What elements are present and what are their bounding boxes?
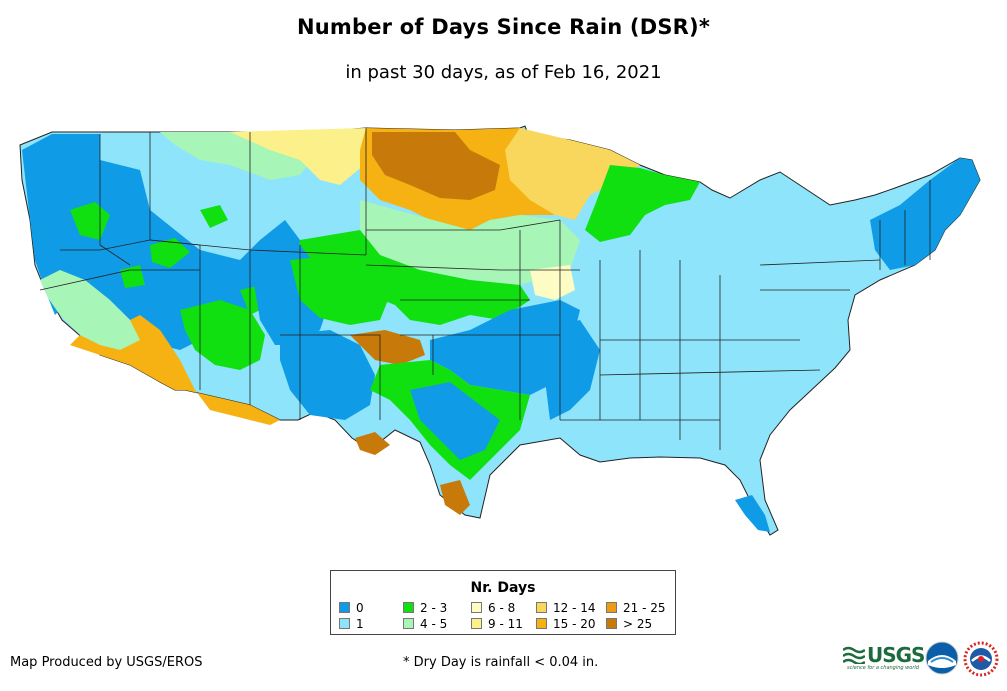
legend-swatch (471, 618, 482, 629)
legend-item: 0 (339, 602, 364, 614)
legend-item: 9 - 11 (471, 618, 523, 630)
region-greatlakes-green (585, 165, 700, 242)
region-northeast-blue (870, 158, 980, 270)
dsr-map (19, 125, 981, 536)
legend-swatch (339, 602, 350, 613)
legend-item: 6 - 8 (471, 602, 515, 614)
usgs-wordmark: USGS (867, 643, 925, 667)
region-northwest-green (70, 202, 270, 315)
legend-label: 15 - 20 (553, 617, 596, 631)
footnote-text: * Dry Day is rainfall < 0.04 in. (403, 655, 599, 670)
legend-item: 1 (339, 618, 364, 630)
legend-item: 15 - 20 (536, 618, 596, 630)
legend-label: 9 - 11 (488, 617, 523, 631)
region-oklahoma-blue (430, 300, 580, 395)
legend-label: 4 - 5 (420, 617, 448, 631)
region-california-light (40, 270, 140, 350)
nws-logo-icon (963, 641, 999, 677)
region-newmexico-orange (350, 330, 425, 365)
legend-label: 2 - 3 (420, 601, 448, 615)
legend-label: 1 (356, 617, 364, 631)
legend: Nr. Days 0 1 2 - 3 4 - 5 6 - 8 9 - 11 12 - 14 1… (330, 570, 676, 635)
region-texas-blue (410, 382, 500, 460)
map-subtitle: in past 30 days, as of Feb 16, 2021 (345, 62, 662, 83)
region-montana-yellow (230, 128, 370, 185)
region-colorado-green (290, 255, 390, 325)
map-title: Number of Days Since Rain (DSR)* (296, 15, 711, 39)
legend-label: 0 (356, 601, 364, 615)
legend-swatch (339, 618, 350, 629)
legend-item: 2 - 3 (403, 602, 447, 614)
legend-swatch (606, 618, 617, 629)
legend-swatch (536, 618, 547, 629)
region-westtexas-brown (355, 432, 390, 455)
usgs-wave-icon (843, 646, 865, 664)
credit-text: Map Produced by USGS/EROS (10, 655, 203, 670)
legend-item: > 25 (606, 618, 652, 630)
usgs-tagline: science for a changing world (847, 665, 919, 671)
legend-item: 4 - 5 (403, 618, 447, 630)
region-plains-green (295, 230, 530, 325)
legend-item: 12 - 14 (536, 602, 596, 614)
legend-swatch (471, 602, 482, 613)
state-boundaries (39, 128, 931, 450)
noaa-logo-icon (925, 641, 959, 675)
region-newmexico-blue (280, 330, 375, 420)
legend-swatch (403, 618, 414, 629)
legend-label: 12 - 14 (553, 601, 596, 615)
legend-swatch (403, 602, 414, 613)
region-arizona-green (180, 300, 265, 370)
region-minnesota-lightorange (505, 128, 640, 220)
legend-swatch (606, 602, 617, 613)
region-ohio-lightyellow (530, 265, 575, 300)
region-nebraska-lightgreen (360, 200, 580, 285)
region-florida-blue (735, 495, 770, 532)
legend-item: 21 - 25 (606, 602, 666, 614)
legend-label: 6 - 8 (488, 601, 516, 615)
region-texas-brown (440, 480, 470, 515)
legend-label: 21 - 25 (623, 601, 666, 615)
region-mississippi-blue (540, 320, 600, 420)
legend-swatch (536, 602, 547, 613)
legend-label: > 25 (623, 617, 653, 631)
legend-title: Nr. Days (470, 580, 536, 596)
usgs-logo: USGS (843, 643, 925, 667)
region-dakotas-brown (372, 132, 500, 200)
